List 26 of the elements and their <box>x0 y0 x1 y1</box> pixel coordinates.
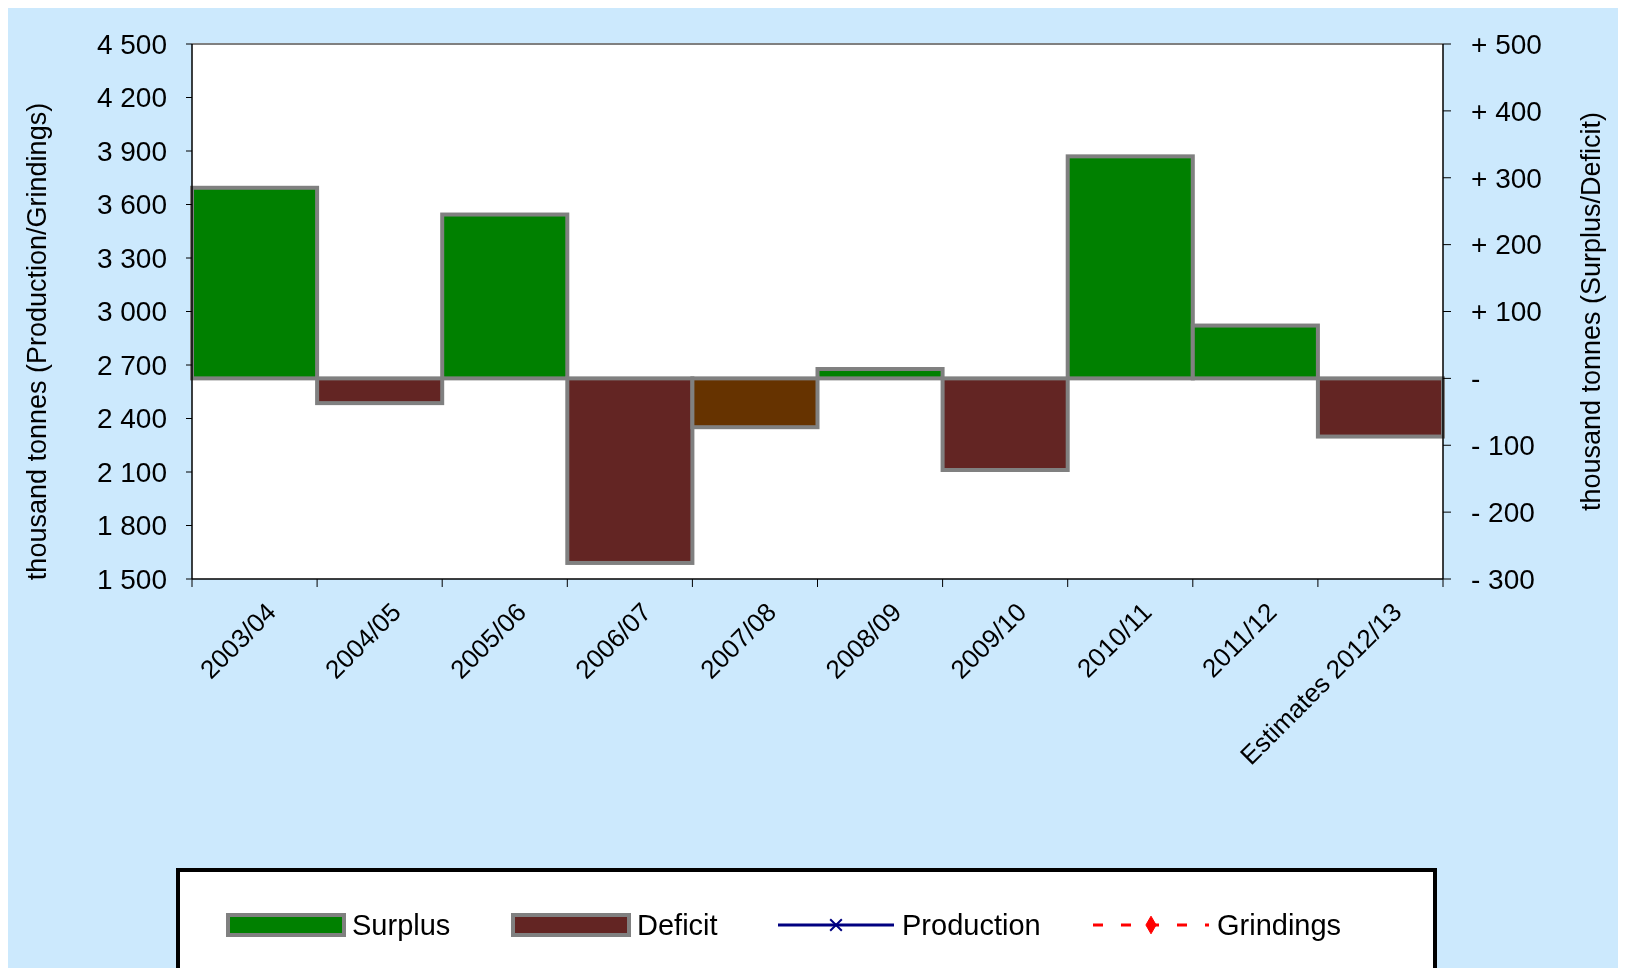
y2-tick-label: - 100 <box>1471 430 1535 462</box>
y2-tick-label: - 200 <box>1471 496 1535 528</box>
y-tick-label: 4 500 <box>96 28 167 60</box>
y2-tick-label: + 100 <box>1471 296 1542 328</box>
y2-tick-label: - 300 <box>1471 563 1535 595</box>
y2-tick-label: - <box>1471 363 1481 395</box>
y-tick-label: 2 700 <box>96 349 167 381</box>
legend-label: Deficit <box>637 909 718 942</box>
y-tick-label: 3 900 <box>96 135 167 167</box>
y-tick-label: 3 000 <box>96 296 167 328</box>
y-tick-label: 2 400 <box>96 403 167 435</box>
y2-tick-label: + 200 <box>1471 229 1542 261</box>
y2-axis-title: thousand tonnes (Surplus/Deficit) <box>1576 111 1606 512</box>
legend-label: Production <box>902 909 1041 942</box>
y-tick-label: 3 600 <box>96 189 167 221</box>
y-tick-label: 4 200 <box>96 82 167 114</box>
y-tick-label: 1 500 <box>96 563 167 595</box>
legend-label: Grindings <box>1217 909 1342 942</box>
y-tick-label: 2 100 <box>96 456 167 488</box>
y2-tick-label: + 400 <box>1471 95 1542 127</box>
y2-tick-label: + 300 <box>1471 162 1542 194</box>
y-axis-title: thousand tonnes (Production/Grindings) <box>22 102 52 581</box>
y-tick-label: 1 800 <box>96 510 167 542</box>
legend-label: Surplus <box>352 909 451 942</box>
y-tick-label: 3 300 <box>96 242 167 274</box>
y2-tick-label: + 500 <box>1471 28 1542 60</box>
